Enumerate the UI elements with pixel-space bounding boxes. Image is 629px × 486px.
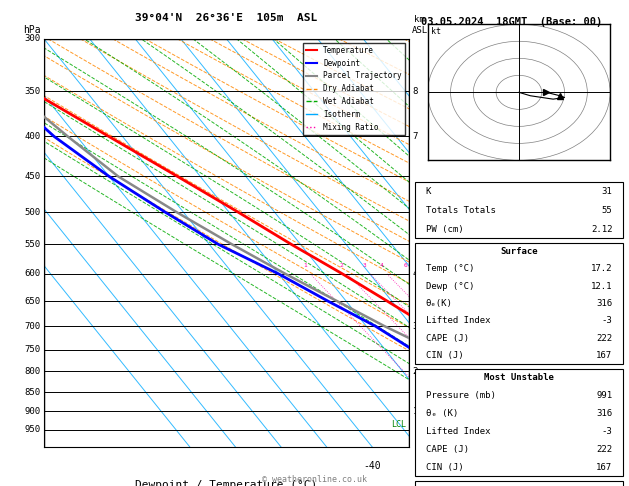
FancyBboxPatch shape <box>415 243 623 364</box>
Text: 850: 850 <box>25 387 40 397</box>
Text: 1: 1 <box>413 407 418 416</box>
Text: 4: 4 <box>379 263 383 268</box>
Text: 55: 55 <box>601 206 613 215</box>
Text: 167: 167 <box>596 463 613 472</box>
Text: Dewp (°C): Dewp (°C) <box>426 282 474 291</box>
Text: Totals Totals: Totals Totals <box>426 206 496 215</box>
Text: 400: 400 <box>25 132 40 141</box>
Text: 316: 316 <box>596 409 613 418</box>
Text: 6: 6 <box>404 263 408 268</box>
Text: 39°04'N  26°36'E  105m  ASL: 39°04'N 26°36'E 105m ASL <box>135 13 318 22</box>
Text: 4: 4 <box>413 269 418 278</box>
Text: 167: 167 <box>596 351 613 360</box>
Text: Lifted Index: Lifted Index <box>426 316 490 326</box>
FancyBboxPatch shape <box>415 369 623 476</box>
Text: CAPE (J): CAPE (J) <box>426 334 469 343</box>
Text: © weatheronline.co.uk: © weatheronline.co.uk <box>262 474 367 484</box>
FancyBboxPatch shape <box>415 481 623 486</box>
Text: θₑ(K): θₑ(K) <box>426 299 452 308</box>
Text: 8: 8 <box>413 87 418 96</box>
Text: 300: 300 <box>25 35 40 43</box>
Text: -40: -40 <box>364 461 381 471</box>
Text: 750: 750 <box>25 345 40 354</box>
Text: 650: 650 <box>25 296 40 306</box>
Text: 991: 991 <box>596 391 613 400</box>
Text: 700: 700 <box>25 322 40 330</box>
Text: LCL: LCL <box>392 420 406 429</box>
Text: 1: 1 <box>303 263 307 268</box>
Text: 500: 500 <box>25 208 40 217</box>
Text: 222: 222 <box>596 334 613 343</box>
Text: 17.2: 17.2 <box>591 264 613 274</box>
Text: CIN (J): CIN (J) <box>426 351 463 360</box>
Text: 2.12: 2.12 <box>591 225 613 233</box>
Text: Temp (°C): Temp (°C) <box>426 264 474 274</box>
Text: Lifted Index: Lifted Index <box>426 427 490 436</box>
Text: K: K <box>426 187 431 196</box>
Text: hPa: hPa <box>23 25 40 35</box>
Text: 222: 222 <box>596 445 613 454</box>
Text: 600: 600 <box>25 269 40 278</box>
Text: Pressure (mb): Pressure (mb) <box>426 391 496 400</box>
Text: 3: 3 <box>413 322 418 330</box>
Text: -3: -3 <box>601 427 613 436</box>
Text: 03.05.2024  18GMT  (Base: 00): 03.05.2024 18GMT (Base: 00) <box>421 17 603 27</box>
FancyBboxPatch shape <box>415 182 623 238</box>
Text: 3: 3 <box>363 263 367 268</box>
Text: 550: 550 <box>25 240 40 249</box>
Text: Most Unstable: Most Unstable <box>484 373 554 382</box>
Text: -3: -3 <box>601 316 613 326</box>
Text: 2: 2 <box>340 263 343 268</box>
Text: km
ASL: km ASL <box>412 16 428 35</box>
Text: 7: 7 <box>413 132 418 141</box>
Text: θₑ (K): θₑ (K) <box>426 409 458 418</box>
Text: 800: 800 <box>25 367 40 376</box>
Text: 900: 900 <box>25 407 40 416</box>
Text: 12.1: 12.1 <box>591 282 613 291</box>
Text: PW (cm): PW (cm) <box>426 225 463 233</box>
Text: Dewpoint / Temperature (°C): Dewpoint / Temperature (°C) <box>135 480 318 486</box>
Text: 950: 950 <box>25 425 40 434</box>
Text: Surface: Surface <box>500 247 538 256</box>
Legend: Temperature, Dewpoint, Parcel Trajectory, Dry Adiabat, Wet Adiabat, Isotherm, Mi: Temperature, Dewpoint, Parcel Trajectory… <box>303 43 405 135</box>
Text: 316: 316 <box>596 299 613 308</box>
Text: kt: kt <box>431 27 442 36</box>
Text: 350: 350 <box>25 87 40 96</box>
Text: 2: 2 <box>413 367 418 376</box>
Text: 450: 450 <box>25 172 40 181</box>
Text: CIN (J): CIN (J) <box>426 463 463 472</box>
Text: 31: 31 <box>601 187 613 196</box>
Text: CAPE (J): CAPE (J) <box>426 445 469 454</box>
